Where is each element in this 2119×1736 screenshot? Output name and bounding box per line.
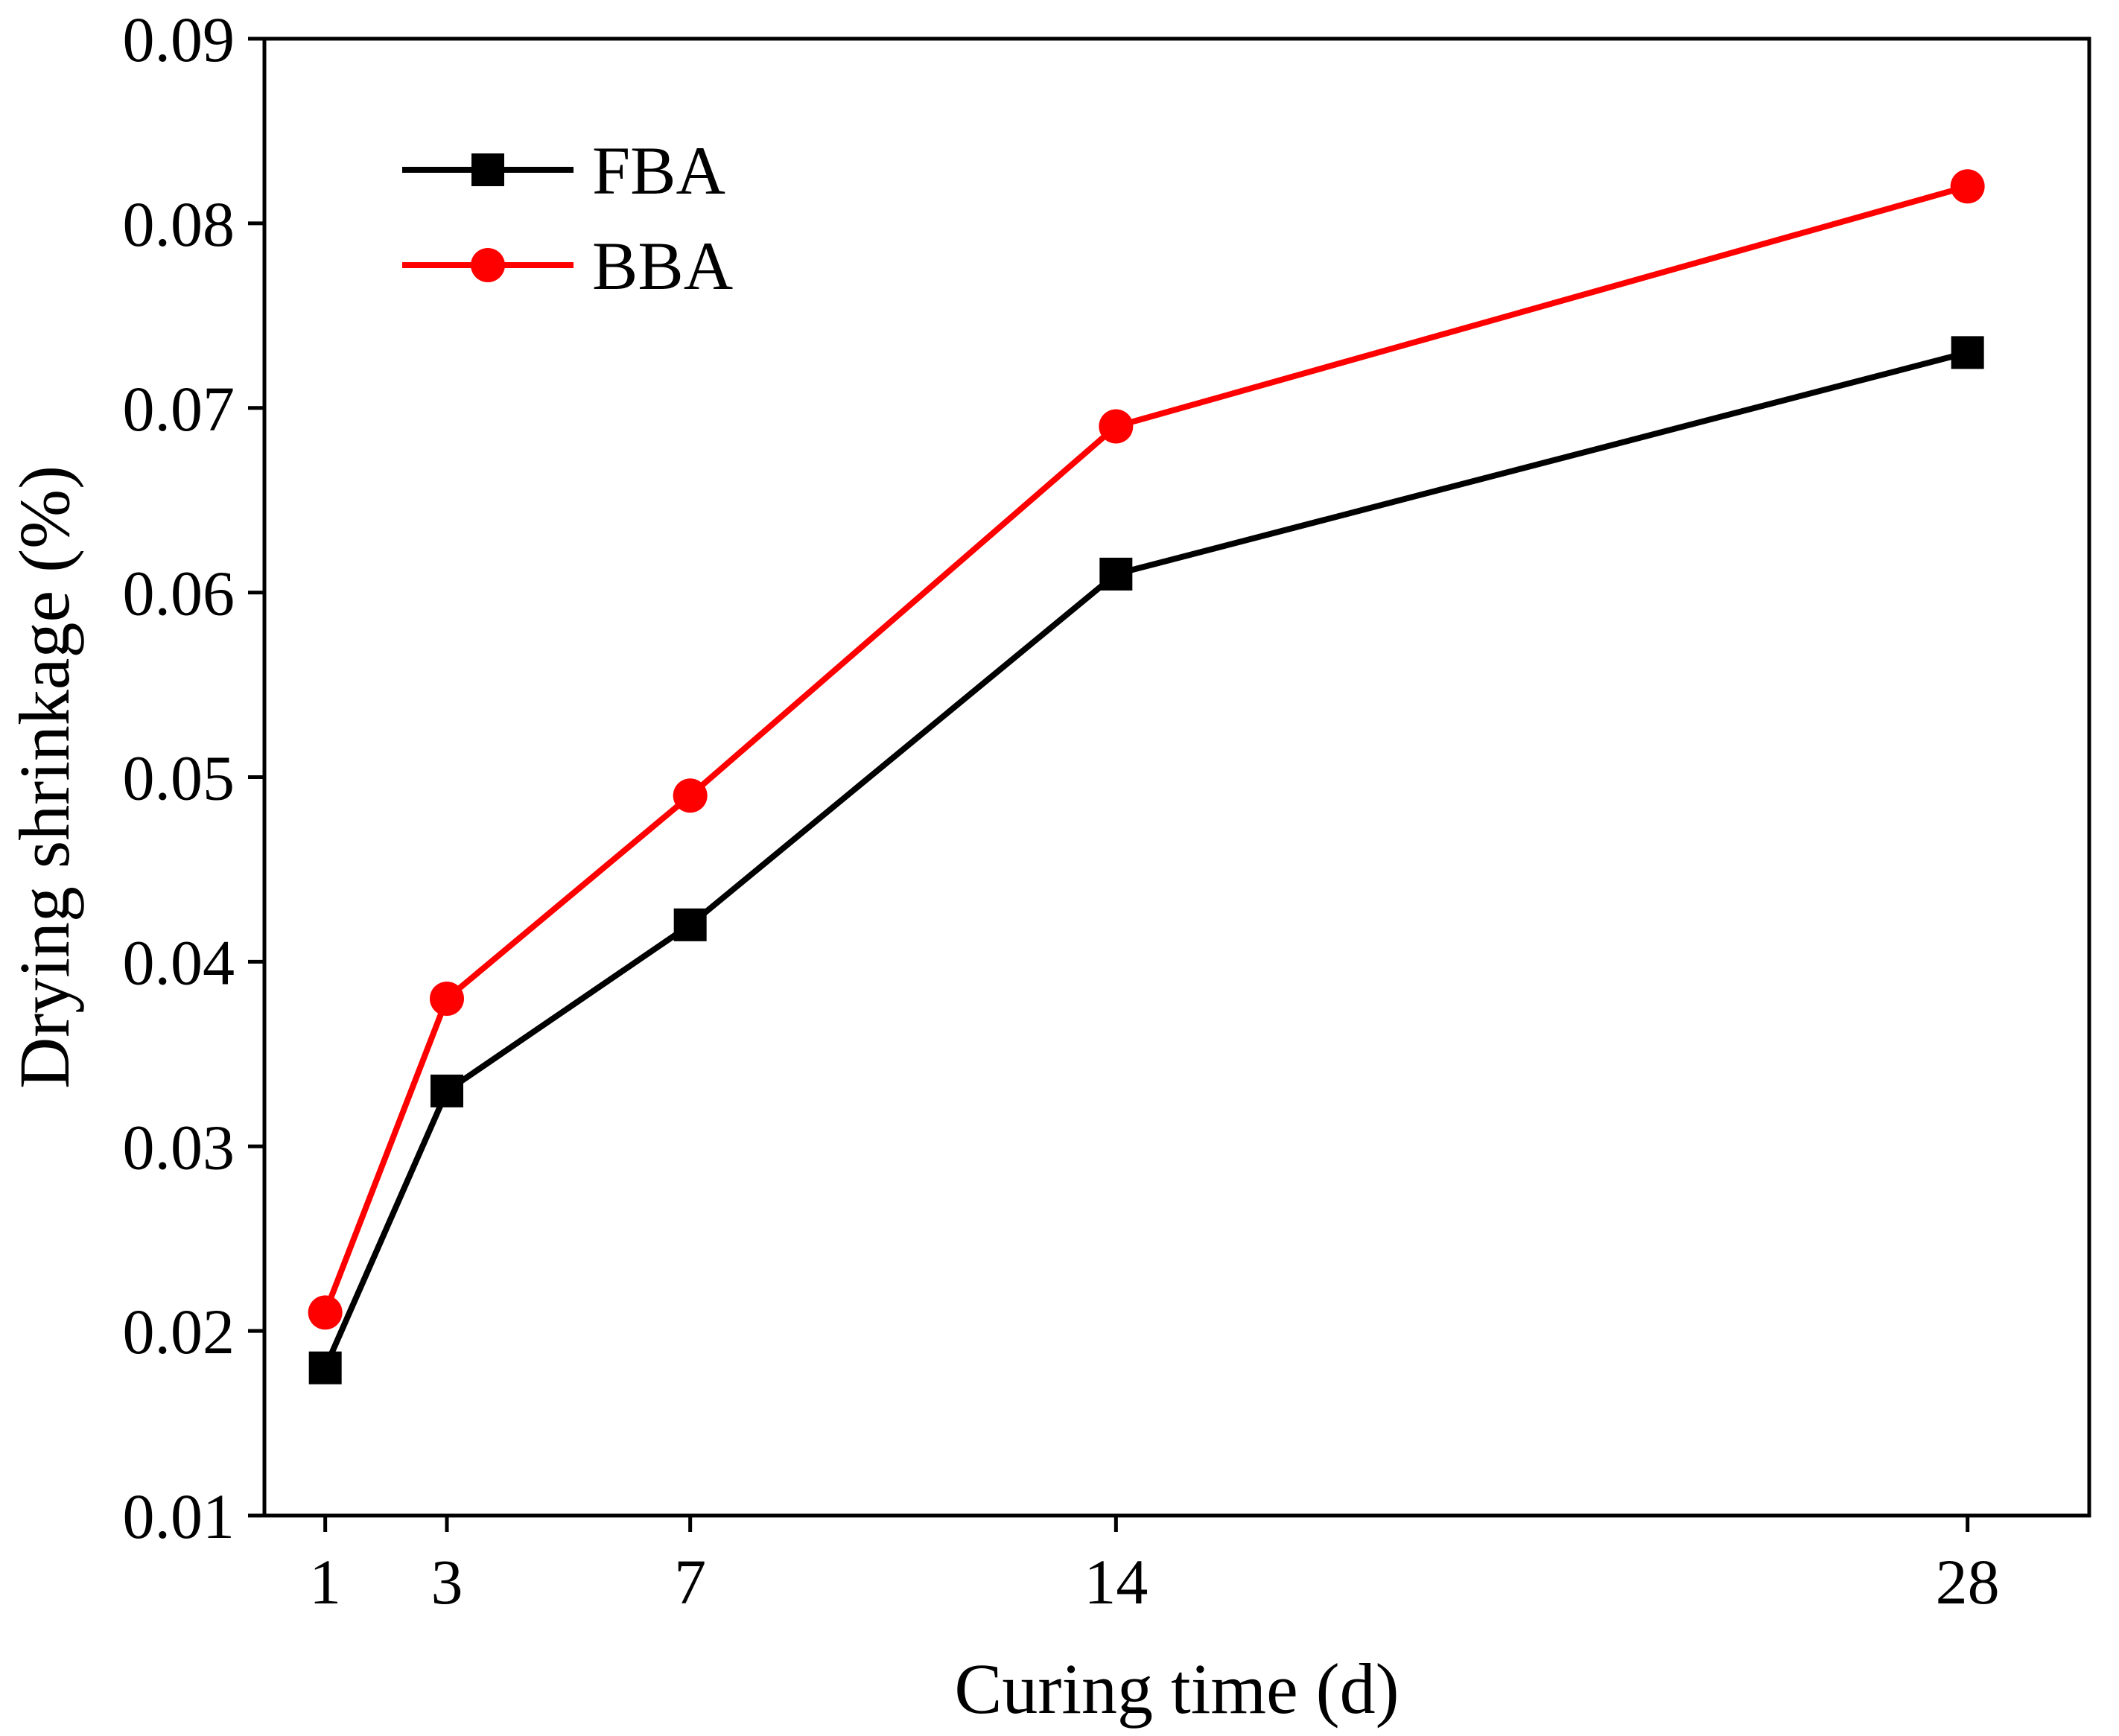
y-tick-label: 0.09: [123, 4, 235, 75]
y-tick-label: 0.02: [123, 1296, 235, 1367]
data-point-fba: [1951, 336, 1984, 369]
data-point-bba: [308, 1295, 343, 1330]
legend: FBA BBA: [402, 133, 733, 304]
data-point-fba: [1099, 557, 1133, 591]
y-tick-label: 0.06: [123, 558, 235, 629]
data-point-bba: [1099, 409, 1134, 444]
y-tick-label: 0.01: [123, 1481, 235, 1552]
data-point-fba: [431, 1074, 463, 1107]
legend-item-bba: BBA: [402, 228, 733, 304]
series-bba: [308, 169, 1985, 1330]
y-axis-title: Drying shrinkage (%): [4, 465, 84, 1089]
data-point-bba: [1950, 169, 1985, 204]
series-fba: [308, 336, 1984, 1384]
data-point-fba: [308, 1351, 342, 1384]
y-tick-label: 0.03: [123, 1111, 235, 1183]
legend-marker: [471, 153, 504, 186]
series-layer: [308, 169, 1985, 1384]
x-tick-label: 1: [309, 1546, 341, 1618]
y-axis: 0.01 0.02 0.03 0.04 0.05 0.06 0.07 0.08 0.09: [123, 4, 264, 1552]
y-tick-label: 0.07: [123, 373, 235, 445]
y-tick-label: 0.05: [123, 743, 235, 814]
legend-label: FBA: [592, 133, 725, 209]
data-point-bba: [430, 981, 464, 1016]
legend-item-fba: FBA: [402, 133, 725, 209]
x-axis-title: Curing time (d): [954, 1649, 1399, 1729]
x-tick-label: 7: [674, 1546, 706, 1618]
data-point-bba: [673, 778, 708, 813]
x-tick-label: 28: [1936, 1546, 2000, 1618]
x-tick-label: 3: [431, 1546, 463, 1618]
y-tick-label: 0.04: [123, 926, 235, 998]
data-point-fba: [673, 908, 707, 941]
x-tick-label: 14: [1084, 1546, 1148, 1618]
legend-marker: [471, 248, 505, 282]
y-tick-label: 0.08: [123, 188, 235, 260]
legend-label: BBA: [592, 228, 733, 304]
x-axis: 1 3 7 14 28: [309, 1516, 2000, 1618]
